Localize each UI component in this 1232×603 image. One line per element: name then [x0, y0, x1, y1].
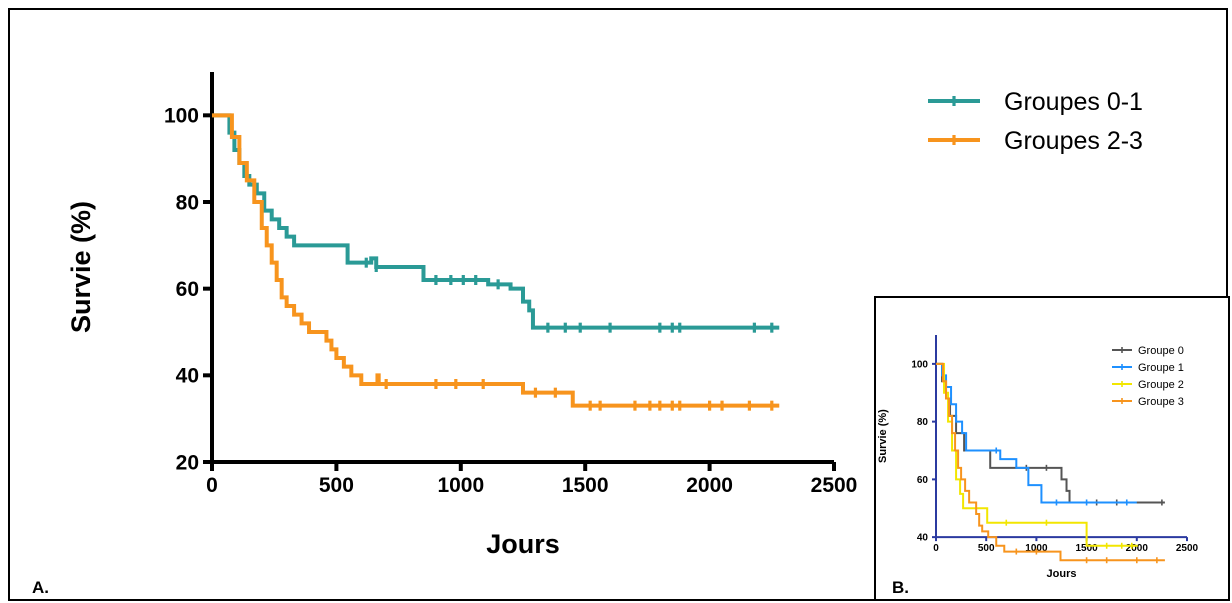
x-tick-label: 2000 [1126, 543, 1149, 554]
x-tick-label: 500 [978, 543, 995, 554]
y-axis-label: Survie (%) [66, 201, 96, 333]
y-tick-label: 20 [176, 451, 199, 474]
x-tick-label: 2000 [686, 474, 733, 497]
x-tick-label: 2500 [1176, 543, 1199, 554]
x-tick-label: 1500 [1075, 543, 1098, 554]
chart-a: 0 500 1000 1500 2000 250020406080100JoursSurv… [66, 72, 1143, 559]
x-axis-label: Jours [1047, 568, 1077, 580]
x-tick-label: 0 [206, 474, 218, 497]
legend-label: Groupe 1 [1138, 362, 1184, 374]
x-axis-label: Jours [486, 529, 560, 559]
x-tick-label: 1000 [437, 474, 484, 497]
y-tick-label: 100 [911, 359, 928, 370]
legend-label: Groupes 0-1 [1004, 88, 1143, 116]
series-line-groupe-1 [936, 362, 1137, 504]
x-tick-label: 2500 [811, 474, 858, 497]
y-tick-label: 40 [917, 533, 929, 544]
panel-label-a: A. [32, 578, 49, 597]
x-tick-label: 500 [319, 474, 354, 497]
series-line-groupes-2-3 [212, 113, 780, 408]
legend-label: Groupe 3 [1138, 396, 1184, 408]
series-line-groupe-3 [936, 362, 1165, 562]
chart-b: 05001000150020002500406080100JoursSurvie… [877, 335, 1199, 580]
inset-chart-b: 05001000150020002500406080100JoursSurvie… [874, 296, 1230, 601]
series-line-groupe-2 [936, 362, 1138, 547]
y-tick-label: 100 [164, 105, 199, 128]
legend-label: Groupe 0 [1138, 345, 1184, 357]
y-tick-label: 40 [176, 365, 199, 388]
legend-label: Groupe 2 [1138, 379, 1184, 391]
y-tick-label: 60 [176, 278, 199, 301]
x-tick-label: 0 [933, 543, 939, 554]
x-tick-label: 1500 [562, 474, 609, 497]
y-axis-label: Survie (%) [877, 409, 889, 463]
y-tick-label: 80 [176, 191, 199, 214]
panel-label-b: B. [892, 578, 909, 597]
legend-label: Groupes 2-3 [1004, 127, 1143, 155]
series-line-groupes-0-1 [212, 113, 780, 330]
y-tick-label: 60 [917, 475, 929, 486]
y-tick-label: 80 [917, 417, 929, 428]
